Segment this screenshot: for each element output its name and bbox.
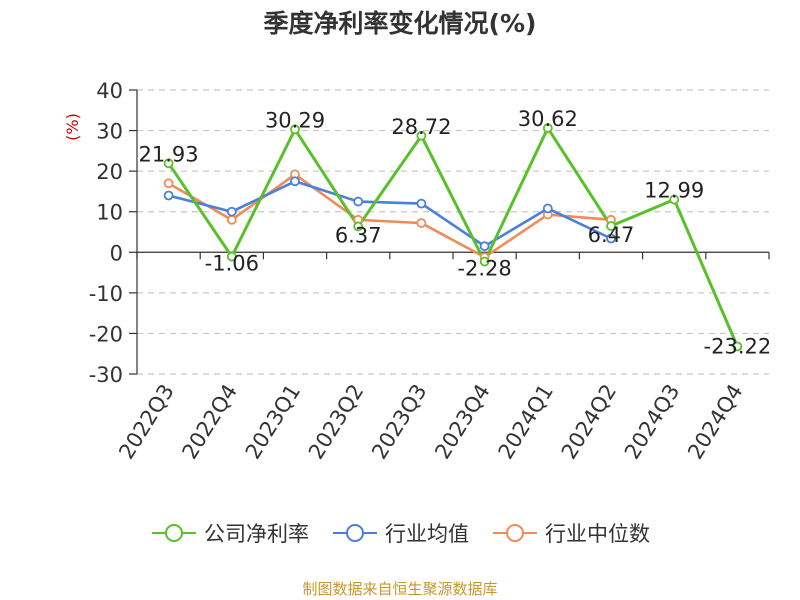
data-labels: 21.93 -1.06 30.29 6.37 28.72 -2.28 30.62 6.47 12… bbox=[139, 107, 772, 358]
point-s1-2 bbox=[290, 176, 300, 187]
point-s2-0 bbox=[163, 178, 174, 189]
chart-title: 季度净利率变化情况(%) bbox=[263, 9, 537, 38]
point-s1-7 bbox=[606, 233, 616, 244]
point-s2-1 bbox=[226, 214, 237, 225]
point-s1-6 bbox=[542, 203, 553, 214]
point-s0-3 bbox=[353, 221, 364, 232]
x-tick-label-7: 2024Q2 bbox=[557, 380, 622, 463]
x-tick-label-6: 2024Q1 bbox=[494, 380, 559, 463]
point-s0-0 bbox=[163, 158, 174, 169]
x-tick-label-3: 2023Q2 bbox=[304, 380, 369, 463]
legend-marker-industry-mean bbox=[333, 524, 377, 542]
x-tick-label-4: 2023Q3 bbox=[367, 380, 432, 463]
legend-item-industry-median[interactable]: 行业中位数 bbox=[491, 518, 650, 548]
point-s0-2 bbox=[290, 124, 300, 135]
data-label-4: 28.72 bbox=[391, 115, 451, 139]
point-s1-3 bbox=[353, 196, 364, 207]
x-tick-label-9: 2024Q4 bbox=[683, 380, 748, 463]
point-s0-6 bbox=[542, 123, 553, 133]
x-tick-label-1: 2022Q4 bbox=[178, 380, 243, 463]
series-line-0 bbox=[167, 126, 739, 348]
x-tick-label-0: 2022Q3 bbox=[114, 380, 179, 463]
point-s2-4 bbox=[416, 218, 427, 228]
y-tick-label-1: 30 bbox=[96, 120, 123, 144]
x-tick-label-5: 2023Q4 bbox=[430, 380, 495, 463]
point-s0-1 bbox=[226, 251, 237, 262]
point-s1-4 bbox=[416, 198, 427, 209]
data-label-7: 6.47 bbox=[588, 223, 635, 247]
series-line-1 bbox=[168, 179, 612, 248]
point-s0-5 bbox=[479, 256, 490, 267]
legend-marker-company bbox=[152, 524, 196, 542]
data-source-note: 制图数据来自恒生聚源数据库 bbox=[302, 580, 498, 598]
data-label-3: 6.37 bbox=[335, 223, 382, 247]
legend-label-company: 公司净利率 bbox=[204, 522, 309, 546]
y-tick-label-2: 20 bbox=[96, 160, 123, 184]
point-s0-7 bbox=[606, 221, 616, 231]
legend-label-industry-median: 行业中位数 bbox=[545, 522, 650, 546]
x-tick-label-8: 2024Q3 bbox=[620, 380, 685, 463]
point-s1-5 bbox=[479, 241, 490, 252]
data-label-9: -23.22 bbox=[704, 334, 772, 358]
point-s0-8 bbox=[669, 194, 680, 205]
legend-marker-industry-median bbox=[493, 524, 537, 542]
y-axis-label: (%) bbox=[63, 113, 82, 141]
x-tick-label-2: 2023Q1 bbox=[241, 380, 306, 463]
point-s1-0 bbox=[163, 190, 174, 201]
y-tick-label-0: 40 bbox=[96, 79, 123, 103]
grid-lines bbox=[137, 89, 769, 375]
series-points bbox=[163, 123, 743, 352]
point-s0-9 bbox=[732, 341, 743, 352]
data-label-5: -2.28 bbox=[457, 257, 511, 281]
legend: 公司净利率 行业均值 行业中位数 bbox=[0, 518, 800, 548]
point-s0-4 bbox=[416, 130, 427, 141]
y-tick-label-6: -20 bbox=[89, 322, 123, 346]
y-tick-label-7: -30 bbox=[89, 363, 123, 387]
point-s1-1 bbox=[226, 206, 237, 217]
data-label-8: 12.99 bbox=[644, 179, 704, 203]
legend-label-industry-mean: 行业均值 bbox=[385, 522, 469, 546]
series-lines bbox=[167, 126, 739, 348]
legend-item-company[interactable]: 公司净利率 bbox=[150, 518, 309, 548]
legend-item-industry-mean[interactable]: 行业均值 bbox=[331, 518, 469, 548]
y-tick-label-3: 10 bbox=[96, 201, 123, 225]
series-line-2 bbox=[167, 173, 612, 259]
data-label-1: -1.06 bbox=[205, 252, 259, 276]
y-tick-label-4: 0 bbox=[110, 241, 123, 265]
data-label-2: 30.29 bbox=[265, 108, 325, 132]
data-label-6: 30.62 bbox=[518, 107, 578, 131]
data-label-0: 21.93 bbox=[139, 142, 199, 166]
y-tick-label-5: -10 bbox=[89, 282, 123, 306]
